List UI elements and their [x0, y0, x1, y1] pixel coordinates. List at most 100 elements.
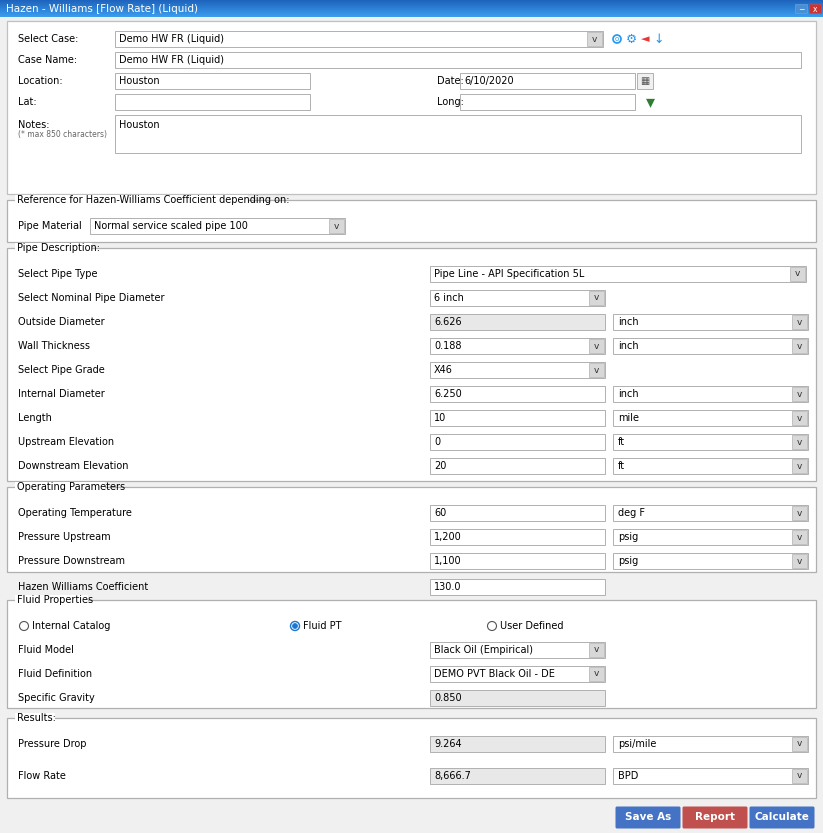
FancyBboxPatch shape: [90, 218, 345, 234]
Text: Fluid Model: Fluid Model: [18, 645, 74, 655]
FancyBboxPatch shape: [460, 94, 635, 110]
FancyBboxPatch shape: [792, 737, 807, 751]
Text: Wall Thickness: Wall Thickness: [18, 341, 90, 351]
Text: Fluid Definition: Fluid Definition: [18, 669, 92, 679]
Text: DEMO PVT Black Oil - DE: DEMO PVT Black Oil - DE: [434, 669, 555, 679]
Text: Demo HW FR (Liquid): Demo HW FR (Liquid): [119, 34, 224, 44]
Text: Internal Diameter: Internal Diameter: [18, 389, 105, 399]
Text: Pipe Description:: Pipe Description:: [17, 243, 100, 253]
FancyBboxPatch shape: [7, 200, 816, 242]
FancyBboxPatch shape: [792, 554, 807, 568]
FancyBboxPatch shape: [613, 434, 808, 450]
FancyBboxPatch shape: [430, 314, 605, 330]
Text: User Defined: User Defined: [500, 621, 564, 631]
FancyBboxPatch shape: [750, 806, 815, 829]
Text: 0.188: 0.188: [434, 341, 462, 351]
FancyBboxPatch shape: [792, 387, 807, 401]
Bar: [0, 7, 823, 8]
Bar: [0, 2, 823, 3]
Text: 130.0: 130.0: [434, 582, 462, 592]
Circle shape: [487, 621, 496, 631]
Text: Select Pipe Grade: Select Pipe Grade: [18, 365, 105, 375]
Text: v: v: [797, 508, 802, 517]
Bar: [0, 9, 823, 10]
Text: Flow Rate: Flow Rate: [18, 771, 66, 781]
FancyBboxPatch shape: [613, 410, 808, 426]
Bar: [0, 15, 823, 16]
Text: Hazen Williams Coefficient: Hazen Williams Coefficient: [18, 582, 148, 592]
Text: Pressure Upstream: Pressure Upstream: [18, 532, 110, 542]
Text: Calculate: Calculate: [755, 812, 810, 822]
Text: psig: psig: [618, 556, 639, 566]
FancyBboxPatch shape: [15, 195, 248, 205]
Text: v: v: [594, 342, 599, 351]
Bar: [0, 10, 823, 11]
FancyBboxPatch shape: [587, 32, 602, 46]
Text: 1,100: 1,100: [434, 556, 462, 566]
FancyBboxPatch shape: [430, 505, 605, 521]
FancyBboxPatch shape: [613, 553, 808, 569]
FancyBboxPatch shape: [792, 315, 807, 329]
FancyBboxPatch shape: [637, 73, 653, 89]
FancyBboxPatch shape: [430, 529, 605, 545]
Bar: [0, 13, 823, 14]
FancyBboxPatch shape: [7, 718, 816, 798]
Text: Downstream Elevation: Downstream Elevation: [18, 461, 128, 471]
FancyBboxPatch shape: [15, 595, 88, 605]
Text: psi/mile: psi/mile: [618, 739, 657, 749]
Text: ▦: ▦: [640, 76, 649, 86]
FancyBboxPatch shape: [613, 505, 808, 521]
Bar: [0, 0, 823, 1]
FancyBboxPatch shape: [430, 579, 605, 595]
Text: Pressure Downstream: Pressure Downstream: [18, 556, 125, 566]
Text: v: v: [797, 740, 802, 749]
Bar: [0, 6, 823, 7]
Bar: [0, 3, 823, 4]
Text: Reference for Hazen-Williams Coefficient depending on:: Reference for Hazen-Williams Coefficient…: [17, 195, 290, 205]
FancyBboxPatch shape: [430, 553, 605, 569]
FancyBboxPatch shape: [589, 363, 604, 377]
FancyBboxPatch shape: [7, 600, 816, 708]
Bar: [0, 16, 823, 17]
FancyBboxPatch shape: [430, 768, 605, 784]
FancyBboxPatch shape: [613, 768, 808, 784]
Text: Select Nominal Pipe Diameter: Select Nominal Pipe Diameter: [18, 293, 165, 303]
Text: 10: 10: [434, 413, 446, 423]
FancyBboxPatch shape: [15, 243, 92, 253]
Text: v: v: [594, 646, 599, 655]
FancyBboxPatch shape: [613, 386, 808, 402]
Bar: [0, 8, 823, 9]
Text: 8,666.7: 8,666.7: [434, 771, 471, 781]
Text: Fluid Properties: Fluid Properties: [17, 595, 93, 605]
FancyBboxPatch shape: [430, 642, 605, 658]
Text: 6.626: 6.626: [434, 317, 462, 327]
Bar: [0, 12, 823, 13]
FancyBboxPatch shape: [616, 806, 681, 829]
Text: inch: inch: [618, 341, 639, 351]
Bar: [0, 11, 823, 12]
Text: ⚙: ⚙: [625, 32, 637, 46]
FancyBboxPatch shape: [792, 339, 807, 353]
Text: v: v: [795, 270, 800, 278]
Text: Operating Parameters: Operating Parameters: [17, 482, 125, 492]
Text: ▾: ▾: [645, 93, 654, 111]
Text: v: v: [797, 461, 802, 471]
FancyBboxPatch shape: [430, 362, 605, 378]
Text: Results:: Results:: [17, 713, 56, 723]
Text: Report: Report: [695, 812, 735, 822]
Text: Case Name:: Case Name:: [18, 55, 77, 65]
Text: Location:: Location:: [18, 76, 63, 86]
Text: Pressure Drop: Pressure Drop: [18, 739, 86, 749]
Text: deg F: deg F: [618, 508, 645, 518]
Text: Fluid PT: Fluid PT: [303, 621, 342, 631]
FancyBboxPatch shape: [792, 769, 807, 783]
FancyBboxPatch shape: [329, 219, 344, 233]
Text: Specific Gravity: Specific Gravity: [18, 693, 95, 703]
FancyBboxPatch shape: [792, 530, 807, 544]
Text: 60: 60: [434, 508, 446, 518]
FancyBboxPatch shape: [115, 115, 801, 153]
FancyBboxPatch shape: [430, 410, 605, 426]
FancyBboxPatch shape: [613, 529, 808, 545]
Text: ↓: ↓: [653, 32, 664, 46]
FancyBboxPatch shape: [115, 31, 603, 47]
